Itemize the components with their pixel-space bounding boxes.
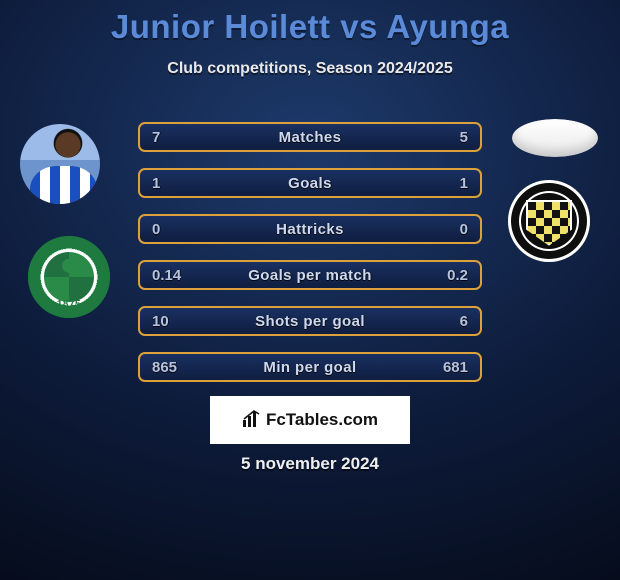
page-title: Junior Hoilett vs Ayunga	[0, 0, 620, 46]
player-right-avatar	[512, 119, 598, 157]
club-left-crest	[28, 236, 110, 318]
stat-label: Min per goal	[140, 359, 480, 376]
stat-label: Goals per match	[140, 267, 480, 284]
hibernian-crest-icon	[28, 236, 110, 318]
watermark-text: FcTables.com	[266, 410, 378, 430]
player-left-avatar	[20, 124, 100, 204]
stat-row-goals-per-match: 0.14 Goals per match 0.2	[138, 260, 482, 290]
stat-label: Matches	[140, 129, 480, 146]
stat-label: Goals	[140, 175, 480, 192]
stat-row-hattricks: 0 Hattricks 0	[138, 214, 482, 244]
player-left-portrait-icon	[20, 124, 100, 204]
club-right-crest	[508, 180, 590, 262]
comparison-table: 7 Matches 5 1 Goals 1 0 Hattricks 0 0.14…	[138, 122, 482, 398]
stmirren-crest-icon	[508, 180, 590, 262]
stat-label: Shots per goal	[140, 313, 480, 330]
stat-label: Hattricks	[140, 221, 480, 238]
watermark-badge: FcTables.com	[210, 396, 410, 444]
stat-row-shots-per-goal: 10 Shots per goal 6	[138, 306, 482, 336]
stat-row-matches: 7 Matches 5	[138, 122, 482, 152]
stmirren-ring-text	[508, 180, 590, 262]
chart-icon	[242, 410, 262, 431]
stat-row-goals: 1 Goals 1	[138, 168, 482, 198]
stat-row-min-per-goal: 865 Min per goal 681	[138, 352, 482, 382]
page-subtitle: Club competitions, Season 2024/2025	[0, 60, 620, 78]
datestamp: 5 november 2024	[0, 454, 620, 474]
